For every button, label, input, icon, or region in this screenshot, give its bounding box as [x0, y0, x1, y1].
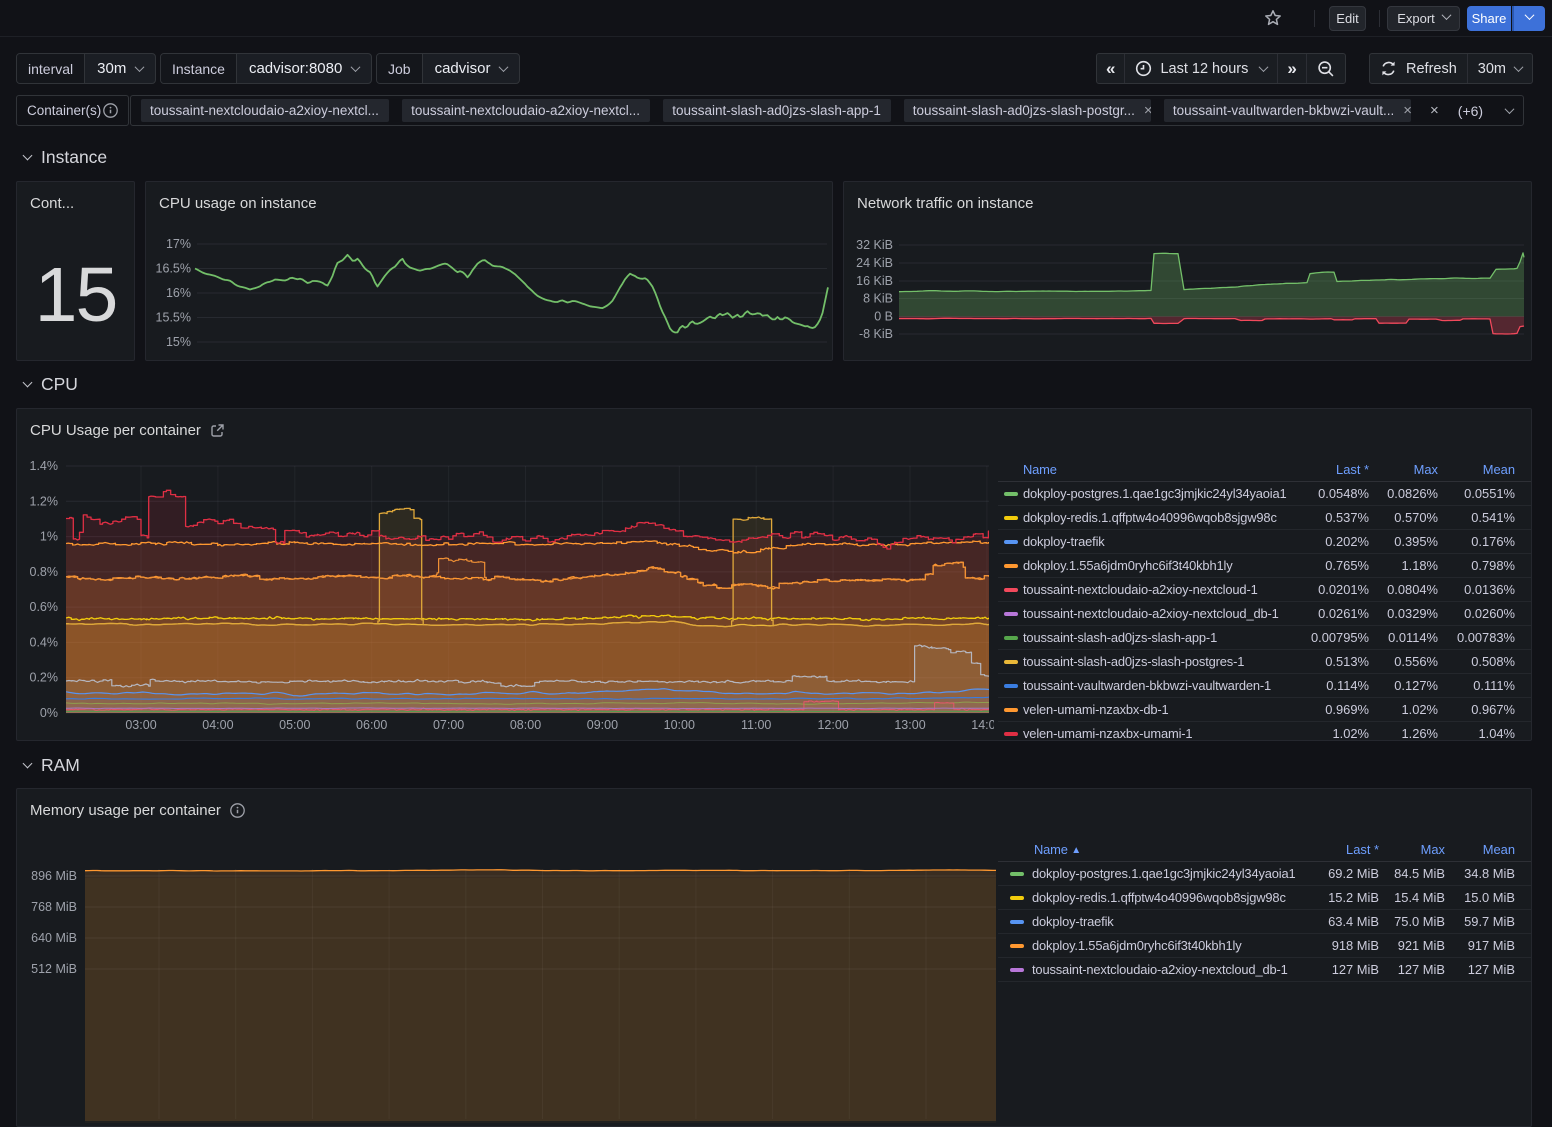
svg-text:10:00: 10:00	[664, 718, 695, 732]
svg-text:15.5%: 15.5%	[156, 311, 191, 325]
svg-text:04:00: 04:00	[202, 718, 233, 732]
svg-text:-8 KiB: -8 KiB	[859, 327, 893, 341]
svg-text:03:00: 03:00	[125, 718, 156, 732]
svg-text:8 KiB: 8 KiB	[863, 292, 893, 306]
svg-text:1.2%: 1.2%	[30, 494, 59, 508]
svg-text:16 KiB: 16 KiB	[856, 274, 893, 288]
svg-text:0.6%: 0.6%	[30, 600, 59, 614]
svg-text:0.4%: 0.4%	[30, 635, 59, 649]
svg-text:0%: 0%	[40, 706, 58, 720]
svg-text:1.4%: 1.4%	[30, 459, 59, 473]
svg-text:16%: 16%	[166, 286, 191, 300]
svg-text:512 MiB: 512 MiB	[31, 962, 77, 976]
svg-text:17%: 17%	[166, 237, 191, 251]
svg-text:640 MiB: 640 MiB	[31, 931, 77, 945]
svg-text:896 MiB: 896 MiB	[31, 869, 77, 883]
svg-text:32 KiB: 32 KiB	[856, 238, 893, 252]
svg-text:1%: 1%	[40, 530, 58, 544]
svg-text:0.2%: 0.2%	[30, 671, 59, 685]
svg-text:13:00: 13:00	[894, 718, 925, 732]
svg-text:14:00: 14:00	[971, 718, 1002, 732]
svg-text:16.5%: 16.5%	[156, 262, 191, 276]
svg-text:07:00: 07:00	[433, 718, 464, 732]
svg-text:768 MiB: 768 MiB	[31, 900, 77, 914]
svg-text:12:00: 12:00	[817, 718, 848, 732]
svg-text:05:00: 05:00	[279, 718, 310, 732]
svg-text:08:00: 08:00	[510, 718, 541, 732]
svg-text:0 B: 0 B	[874, 310, 893, 324]
svg-text:09:00: 09:00	[587, 718, 618, 732]
svg-text:15%: 15%	[166, 335, 191, 349]
svg-text:0.8%: 0.8%	[30, 565, 59, 579]
svg-text:06:00: 06:00	[356, 718, 387, 732]
svg-text:24 KiB: 24 KiB	[856, 256, 893, 270]
svg-text:11:00: 11:00	[741, 718, 771, 732]
